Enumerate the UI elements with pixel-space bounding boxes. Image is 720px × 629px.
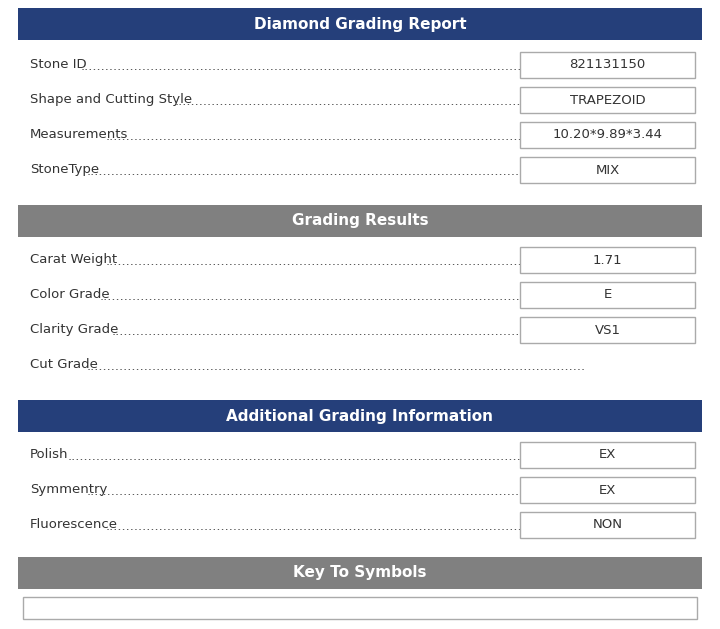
- Text: 821131150: 821131150: [570, 58, 646, 72]
- Bar: [18, 205, 702, 237]
- Text: Carat Weight: Carat Weight: [30, 253, 117, 267]
- Text: Shape and Cutting Style: Shape and Cutting Style: [30, 94, 192, 106]
- Text: ................................................................................: ........................................…: [175, 95, 571, 108]
- Bar: [520, 512, 695, 538]
- Text: 1.71: 1.71: [593, 253, 622, 267]
- Text: E: E: [603, 289, 611, 301]
- Text: Grading Results: Grading Results: [292, 213, 428, 228]
- Text: ................................................................................: ........................................…: [106, 520, 584, 533]
- Text: NON: NON: [593, 518, 623, 532]
- Text: ................................................................................: ........................................…: [86, 360, 586, 373]
- Bar: [520, 282, 695, 308]
- Bar: [520, 477, 695, 503]
- Text: StoneType: StoneType: [30, 164, 99, 177]
- Text: Polish: Polish: [30, 448, 68, 462]
- Bar: [520, 122, 695, 148]
- Text: ................................................................................: ........................................…: [99, 290, 582, 303]
- Text: ................................................................................: ........................................…: [106, 255, 584, 268]
- Text: ................................................................................: ........................................…: [86, 165, 586, 178]
- Text: Stone ID: Stone ID: [30, 58, 86, 72]
- Bar: [18, 557, 702, 589]
- Text: Key To Symbols: Key To Symbols: [293, 565, 427, 581]
- Bar: [520, 157, 695, 183]
- Text: Additional Grading Information: Additional Grading Information: [227, 408, 493, 423]
- Text: ................................................................................: ........................................…: [68, 450, 588, 463]
- Text: Diamond Grading Report: Diamond Grading Report: [253, 16, 467, 31]
- Bar: [18, 400, 702, 432]
- Text: ................................................................................: ........................................…: [106, 130, 584, 143]
- Bar: [520, 317, 695, 343]
- Text: ................................................................................: ........................................…: [86, 485, 586, 498]
- Text: EX: EX: [599, 484, 616, 496]
- Bar: [520, 87, 695, 113]
- Bar: [520, 247, 695, 273]
- Text: 10.20*9.89*3.44: 10.20*9.89*3.44: [552, 128, 662, 142]
- Text: MIX: MIX: [595, 164, 620, 177]
- Text: Clarity Grade: Clarity Grade: [30, 323, 118, 337]
- Text: ................................................................................: ........................................…: [81, 60, 588, 73]
- Bar: [520, 52, 695, 78]
- Text: Color Grade: Color Grade: [30, 289, 109, 301]
- Text: EX: EX: [599, 448, 616, 462]
- Bar: [520, 442, 695, 468]
- Text: TRAPEZOID: TRAPEZOID: [570, 94, 645, 106]
- Text: ................................................................................: ........................................…: [112, 325, 582, 338]
- Text: Fluorescence: Fluorescence: [30, 518, 118, 532]
- Text: Measurements: Measurements: [30, 128, 128, 142]
- Bar: [23, 597, 697, 619]
- Bar: [18, 8, 702, 40]
- Text: Symmentry: Symmentry: [30, 484, 107, 496]
- Text: Cut Grade: Cut Grade: [30, 359, 98, 372]
- Text: VS1: VS1: [595, 323, 621, 337]
